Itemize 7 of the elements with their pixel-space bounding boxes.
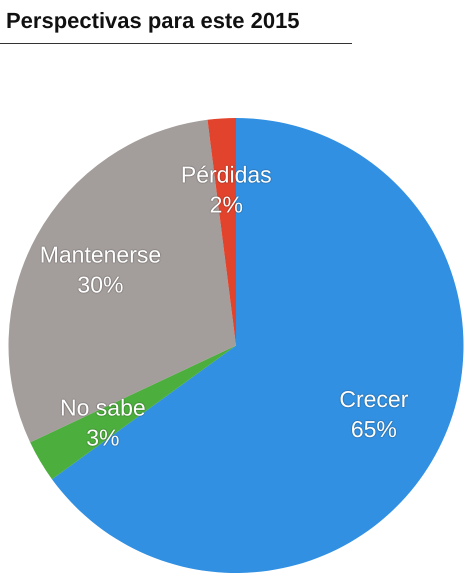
slice-label: Crecer (339, 386, 409, 412)
slice-label: Mantenerse (40, 241, 162, 268)
slice-label: No sabe (60, 394, 146, 421)
data-label: 65% (350, 416, 397, 442)
data-label: 30% (77, 271, 124, 298)
chart-title: Perspectivas para este 2015 (6, 8, 300, 34)
slice-label: Pérdidas (180, 161, 272, 188)
